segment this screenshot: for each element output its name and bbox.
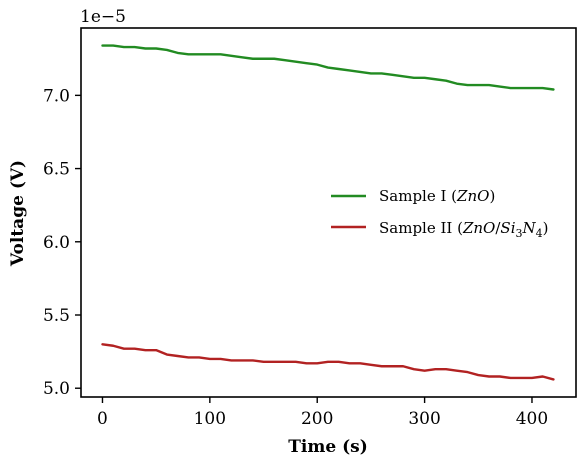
series-line-sample-2 xyxy=(101,343,555,381)
y-axis-label: Voltage (V) xyxy=(8,160,28,267)
x-tick-label: 300 xyxy=(408,409,440,429)
x-tick-label: 200 xyxy=(301,409,333,429)
tick-layer: 0 100 200 300 400 5.0 5.5 6.0 6.5 7.0 xyxy=(43,86,548,429)
x-tick-label: 0 xyxy=(97,409,108,429)
legend-label-sample-1: Sample I (ZnO) xyxy=(379,187,495,205)
x-tick-label: 400 xyxy=(516,409,548,429)
y-tick-label: 6.5 xyxy=(43,160,70,180)
y-tick-label: 5.5 xyxy=(43,306,70,326)
y-offset-label: 1e−5 xyxy=(80,7,126,27)
plot-frame xyxy=(80,27,577,398)
x-axis-label: Time (s) xyxy=(288,437,368,457)
legend-label-sample-2: Sample II (ZnO/Si3N4) xyxy=(379,219,548,240)
x-tick-label: 100 xyxy=(194,409,226,429)
y-tick-label: 5.0 xyxy=(43,379,70,399)
series-line-sample-1 xyxy=(101,44,555,91)
series-layer xyxy=(101,44,555,381)
legend: Sample I (ZnO) Sample II (ZnO/Si3N4) xyxy=(331,187,548,240)
y-tick-label: 7.0 xyxy=(43,86,70,106)
y-tick-label: 6.0 xyxy=(43,233,70,253)
